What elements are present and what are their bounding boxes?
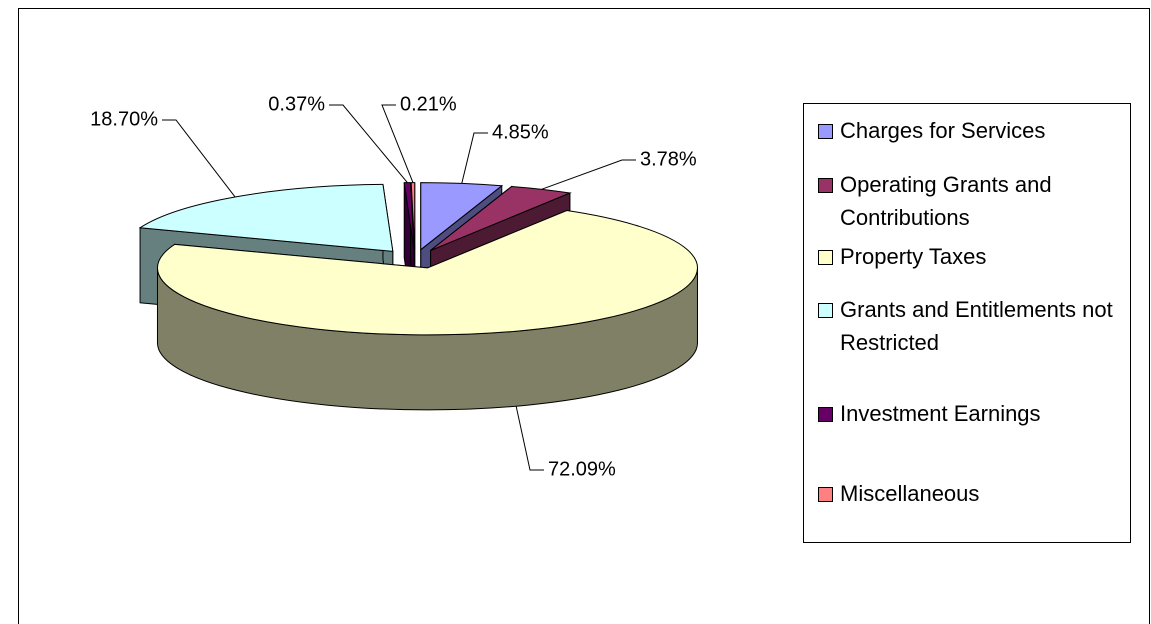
leader-line	[381, 104, 414, 183]
slice-top	[403, 182, 415, 250]
data-label: 18.70%	[90, 108, 158, 130]
leader-line	[541, 159, 636, 190]
legend-swatch	[818, 250, 833, 265]
legend-item: Operating Grants and Contributions	[818, 168, 1150, 234]
legend-item: Property Taxes	[818, 240, 1150, 273]
legend-item: Miscellaneous	[818, 477, 1150, 510]
data-label: 4.85%	[492, 121, 549, 143]
data-label: 0.21%	[400, 93, 457, 115]
leader-line	[329, 104, 408, 183]
legend-label: Property Taxes	[840, 244, 987, 269]
data-label: 0.37%	[268, 93, 325, 115]
leader-line	[515, 406, 544, 471]
legend-swatch	[818, 178, 833, 193]
legend-item: Investment Earnings	[818, 397, 1150, 430]
slice-top	[430, 185, 572, 251]
legend-item: Charges for Services	[818, 114, 1150, 147]
legend-label: Charges for Services	[840, 118, 1046, 143]
slice-top	[420, 182, 504, 251]
chart-border	[18, 8, 1150, 624]
slice-top	[156, 210, 698, 336]
legend-label: Grants and Entitlements not Restricted	[840, 297, 1113, 355]
legend-label: Operating Grants and Contributions	[840, 172, 1052, 230]
data-label: 3.78%	[640, 148, 697, 170]
legend-label: Miscellaneous	[840, 481, 980, 506]
legend-swatch	[818, 487, 833, 502]
legend-swatch	[818, 407, 833, 422]
leader-line	[162, 119, 236, 198]
data-label: 72.09%	[548, 458, 616, 480]
legend-item: Grants and Entitlements not Restricted	[818, 293, 1150, 359]
legend-swatch	[818, 124, 833, 139]
leader-line	[461, 132, 488, 184]
legend-label: Investment Earnings	[840, 401, 1041, 426]
legend: Charges for Services Operating Grants and…	[803, 103, 1131, 543]
legend-swatch	[818, 303, 833, 318]
